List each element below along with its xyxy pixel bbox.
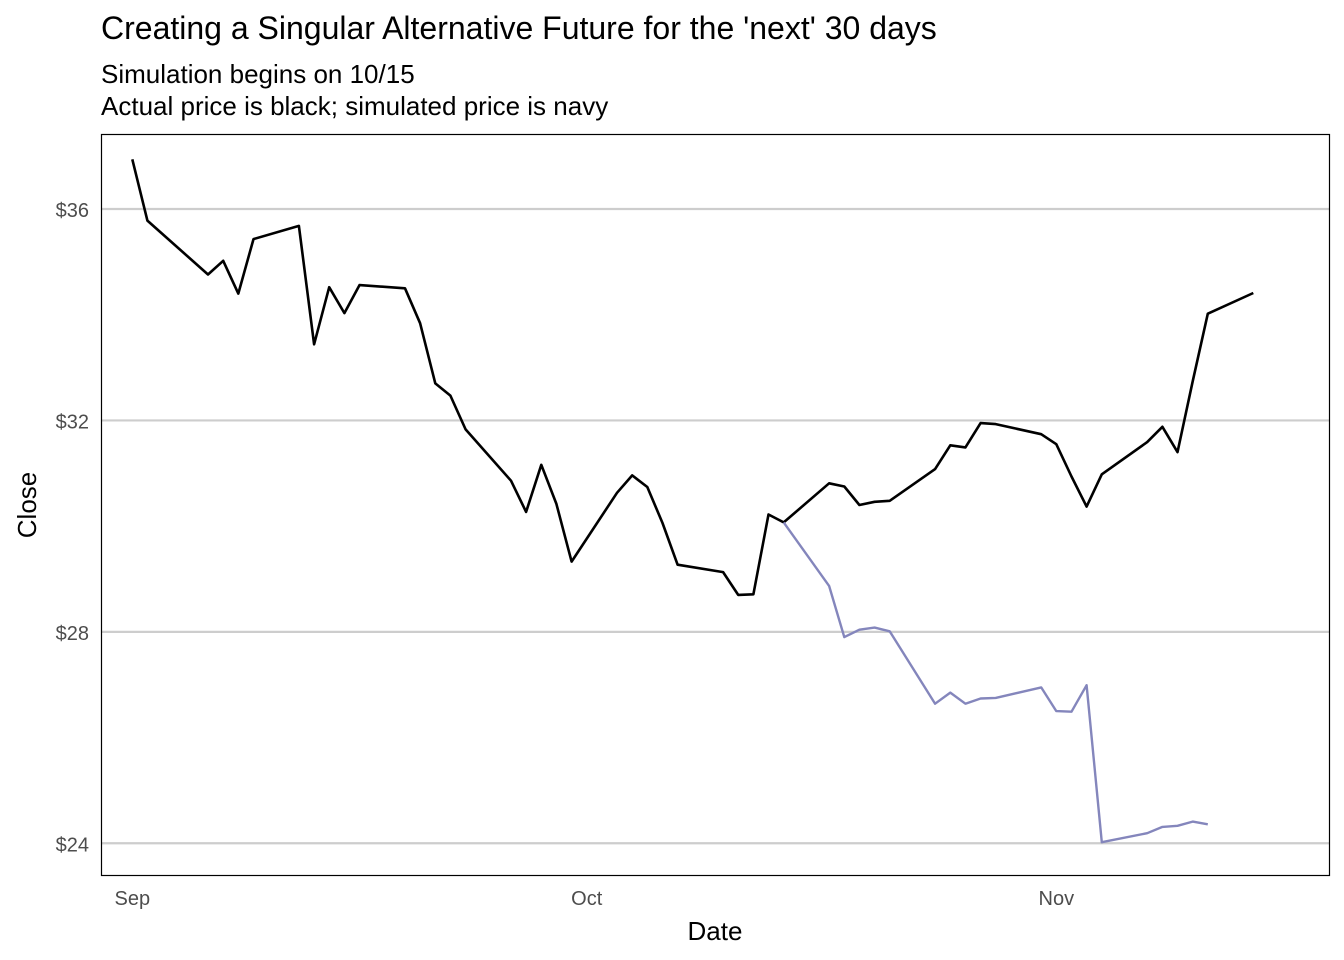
y-tick-label: $28 <box>56 623 89 645</box>
subtitle-line-2: Actual price is black; simulated price i… <box>101 91 609 121</box>
chart-subtitle: Simulation begins on 10/15 Actual price … <box>101 58 608 122</box>
x-tick-label: Oct <box>571 888 603 910</box>
plot-panel-border <box>100 133 1331 877</box>
y-tick-label: $36 <box>56 200 89 222</box>
y-tick-label: $24 <box>56 834 89 856</box>
chart-title: Creating a Singular Alternative Future f… <box>101 10 937 46</box>
actual-price-line <box>131 158 1254 597</box>
gridlines <box>102 207 1329 845</box>
x-tick-label: Sep <box>114 888 150 910</box>
y-tick-label: $32 <box>56 411 89 433</box>
y-axis-ticks: $24 $28 $32 $36 <box>56 200 89 856</box>
subtitle-line-1: Simulation begins on 10/15 <box>101 59 415 89</box>
series-lines <box>131 158 1254 844</box>
x-tick-label: Nov <box>1039 888 1075 910</box>
y-axis-label: Close <box>12 472 42 538</box>
x-axis-ticks: Sep Oct Nov <box>114 888 1074 910</box>
simulated-price-line <box>782 521 1209 844</box>
x-axis-label: Date <box>688 916 743 946</box>
